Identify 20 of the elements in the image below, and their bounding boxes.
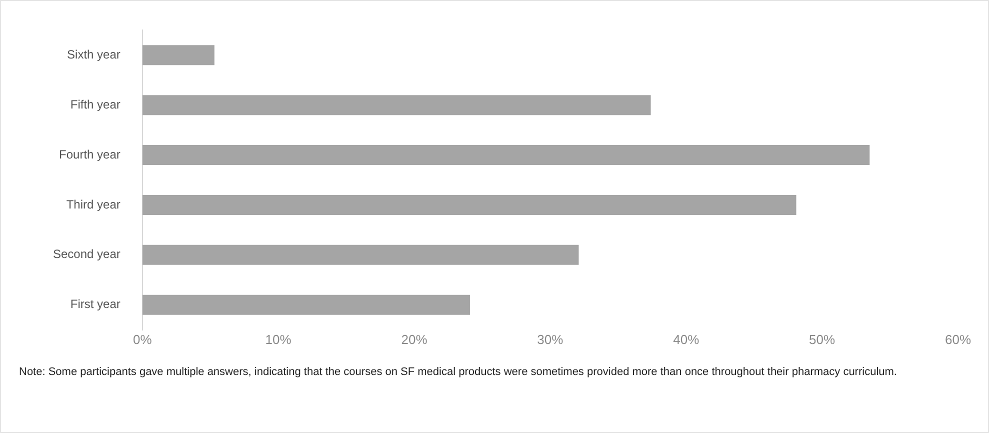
x-tick-label: 50%: [809, 332, 836, 348]
x-tick-label: 40%: [673, 332, 700, 348]
x-tick-label: 10%: [265, 332, 292, 348]
bar: [142, 194, 796, 215]
x-tick-label: 0%: [132, 332, 152, 348]
x-tick-label: 20%: [401, 332, 428, 348]
bar: [142, 45, 214, 66]
y-tick-label: Fourth year: [59, 147, 120, 162]
bar: [142, 294, 470, 315]
y-tick-label: Fifth year: [70, 97, 120, 112]
x-tick-label: 30%: [537, 332, 564, 348]
y-tick-label: First year: [70, 297, 120, 312]
bar: [142, 95, 651, 116]
text: Note: Some participants gave multiple answers, indicating that the courses on SF medical products were sometimes provided more than once throughout their pharmacy curriculum.: [19, 365, 898, 380]
y-tick-label: Second year: [52, 247, 120, 262]
y-tick-label: Third year: [66, 197, 120, 212]
x-tick-label: 60%: [944, 332, 972, 348]
bar: [142, 145, 870, 166]
bar: [142, 244, 579, 265]
y-tick-label: Sixth year: [67, 47, 120, 62]
